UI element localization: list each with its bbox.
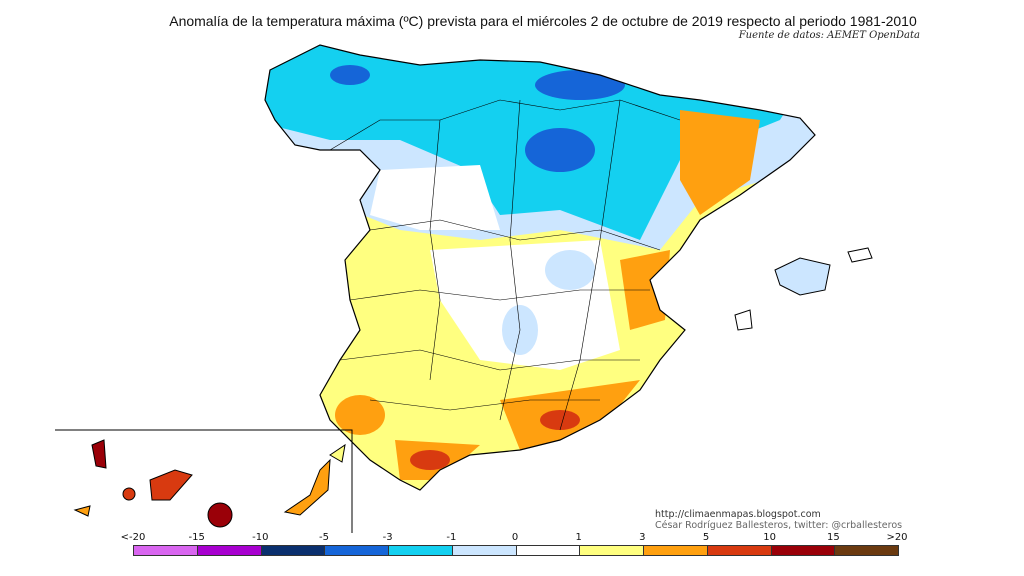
legend-swatch [516,546,581,555]
credits: http://climaenmapas.blogspot.com César R… [655,509,902,531]
legend-tick-label: -15 [188,532,205,543]
data-source: Fuente de datos: AEMET OpenData [738,30,920,41]
peninsula-anomaly-field [265,45,815,490]
legend-swatch [325,546,389,555]
legend-tick-label: <-20 [120,532,146,543]
legend-tick-label: 3 [639,532,646,543]
legend-tick-label: 5 [702,532,710,543]
legend-tick-label: 1 [575,532,582,543]
credits-author: César Rodríguez Ballesteros, twitter: @c… [655,520,903,531]
credits-url: http://climaenmapas.blogspot.com [655,509,821,520]
legend-tick-label: 0 [511,532,519,543]
legend-swatch [580,546,644,555]
legend-ticks: <-20 -15 -10 -5 -3 -1 0 1 3 5 10 15 >20 [121,532,908,544]
legend-swatch [707,546,772,555]
legend-tick-label: -3 [382,532,393,543]
legend-tick-label: -5 [319,532,329,543]
legend-swatch [644,546,708,555]
legend-tick-label: 10 [763,532,777,543]
map-title: Anomalía de la temperatura máxima (ºC) p… [169,13,917,29]
legend-swatch [134,546,198,555]
color-legend [133,545,899,556]
legend-tick-label: -10 [252,532,269,543]
province-borders [329,99,681,431]
legend-tick-label: >20 [886,532,908,543]
legend-swatch [771,546,836,555]
legend-swatch [389,546,453,555]
legend-tick-label: 15 [826,532,840,543]
balearic-islands [734,247,873,331]
legend-swatch [452,546,517,555]
legend-tick-label: -1 [446,532,457,543]
legend-swatch [197,546,262,555]
legend-swatch [261,546,326,555]
legend-swatch [835,546,898,555]
canary-islands-inset [55,429,353,533]
